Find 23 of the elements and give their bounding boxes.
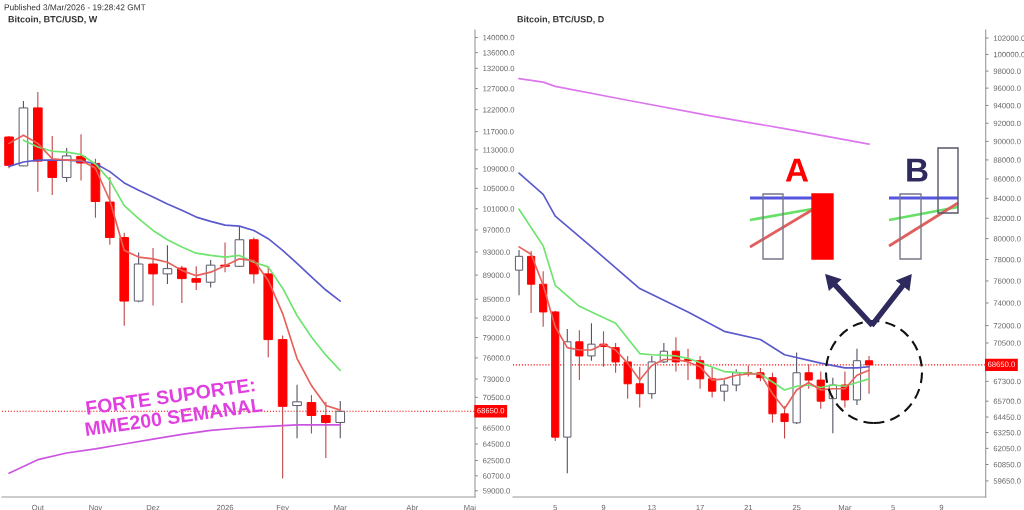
candlestick [780, 405, 789, 440]
line-series [518, 77, 870, 145]
candlestick [514, 249, 524, 296]
candlestick [708, 367, 717, 398]
annotation: B [907, 158, 928, 182]
candlestick [635, 366, 644, 409]
text: Published 3/Mar/2026 - 19:28:42 GMT [4, 4, 146, 11]
annotation: A [785, 158, 809, 182]
candlestick [335, 400, 346, 439]
line-series [22, 139, 342, 372]
candlestick [148, 247, 158, 306]
candlestick [191, 265, 202, 291]
line-series [518, 246, 870, 410]
candlestick [162, 244, 173, 285]
candlestick [587, 322, 596, 362]
candlestick [720, 379, 729, 402]
candlestick [205, 259, 216, 289]
candlestick [292, 384, 302, 439]
candlestick [61, 147, 72, 183]
chart-title: Bitcoin, BTC/USD, D [517, 15, 604, 24]
chart-title: Bitcoin, BTC/USD, W [8, 15, 98, 24]
annotation: FORTE SUPORTE: MME200 SEMANAL [85, 377, 263, 437]
candlestick [47, 135, 58, 196]
